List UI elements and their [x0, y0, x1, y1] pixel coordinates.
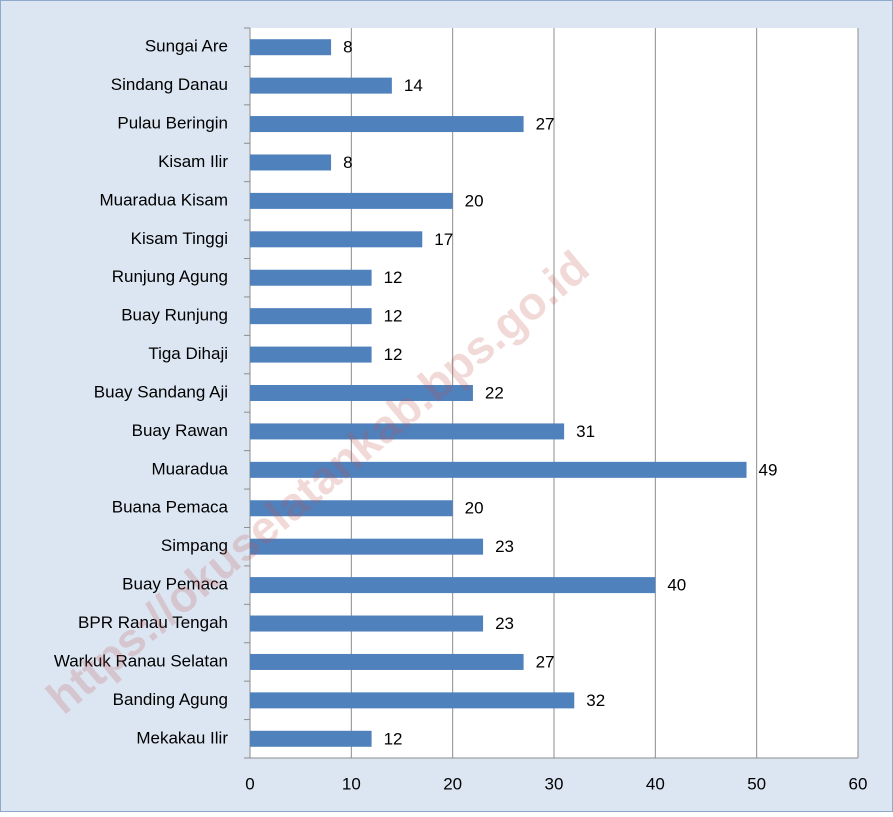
- x-tick-label: 50: [747, 774, 766, 793]
- value-label: 12: [384, 268, 403, 287]
- y-tick-label: Kisam Ilir: [158, 152, 228, 171]
- bar: [250, 423, 565, 440]
- bar: [250, 77, 392, 94]
- bar: [250, 308, 372, 325]
- bar: [250, 692, 575, 709]
- value-label: 12: [384, 345, 403, 364]
- bar: [250, 346, 372, 363]
- y-tick-label: Tiga Dihaji: [148, 344, 228, 363]
- bar: [250, 385, 473, 401]
- x-tick-label: 40: [646, 774, 665, 793]
- x-tick-label: 20: [443, 774, 462, 793]
- value-label: 20: [465, 191, 484, 210]
- y-tick-label: Warkuk Ranau Selatan: [54, 651, 228, 670]
- bar: [250, 154, 332, 171]
- x-tick-label: 0: [245, 774, 254, 793]
- y-tick-label: Simpang: [161, 536, 228, 555]
- bar: [250, 231, 423, 248]
- value-label: 8: [343, 38, 352, 57]
- value-label: 23: [495, 614, 514, 633]
- value-label: 49: [759, 460, 778, 479]
- bar: [250, 500, 453, 517]
- bar: [250, 39, 332, 56]
- value-label: 8: [343, 153, 352, 172]
- y-tick-label: Muaradua: [151, 459, 228, 478]
- y-tick-label: Kisam Tinggi: [131, 229, 228, 248]
- bar: [250, 653, 524, 670]
- y-tick-label: Buay Rawan: [132, 421, 228, 440]
- y-tick-label: Sungai Are: [145, 37, 228, 56]
- y-tick-label: BPR Ranau Tengah: [78, 613, 228, 632]
- value-label: 14: [404, 76, 423, 95]
- x-tick-label: 60: [849, 774, 868, 793]
- y-tick-label: Buay Pemaca: [122, 575, 228, 594]
- y-tick-label: Runjung Agung: [112, 267, 228, 286]
- bar: [250, 269, 372, 286]
- value-label: 12: [384, 729, 403, 748]
- x-tick-label: 10: [342, 774, 361, 793]
- y-tick-label: Banding Agung: [113, 690, 228, 709]
- y-tick-label: Pulau Beringin: [117, 114, 228, 133]
- value-label: 22: [485, 383, 504, 402]
- value-label: 20: [465, 499, 484, 518]
- bar: [250, 577, 656, 594]
- bar: [250, 615, 484, 632]
- bar: [250, 192, 453, 209]
- value-label: 40: [667, 576, 686, 595]
- y-tick-label: Buana Pemaca: [112, 498, 229, 517]
- bar: [250, 538, 484, 555]
- bar: [250, 116, 524, 133]
- y-tick-label: Mekakau Ilir: [136, 728, 228, 747]
- value-label: 23: [495, 537, 514, 556]
- value-label: 31: [576, 422, 595, 441]
- value-label: 27: [536, 115, 555, 134]
- x-tick-label: 30: [545, 774, 564, 793]
- value-label: 12: [384, 307, 403, 326]
- y-tick-label: Buay Runjung: [121, 306, 228, 325]
- bar: [250, 461, 747, 478]
- y-tick-label: Buay Sandang Aji: [94, 382, 228, 401]
- value-label: 17: [434, 230, 453, 249]
- value-label: 27: [536, 652, 555, 671]
- value-label: 32: [586, 691, 605, 710]
- y-tick-label: Sindang Danau: [111, 75, 228, 94]
- y-tick-label: Muaradua Kisam: [99, 190, 228, 209]
- bar: [250, 730, 372, 747]
